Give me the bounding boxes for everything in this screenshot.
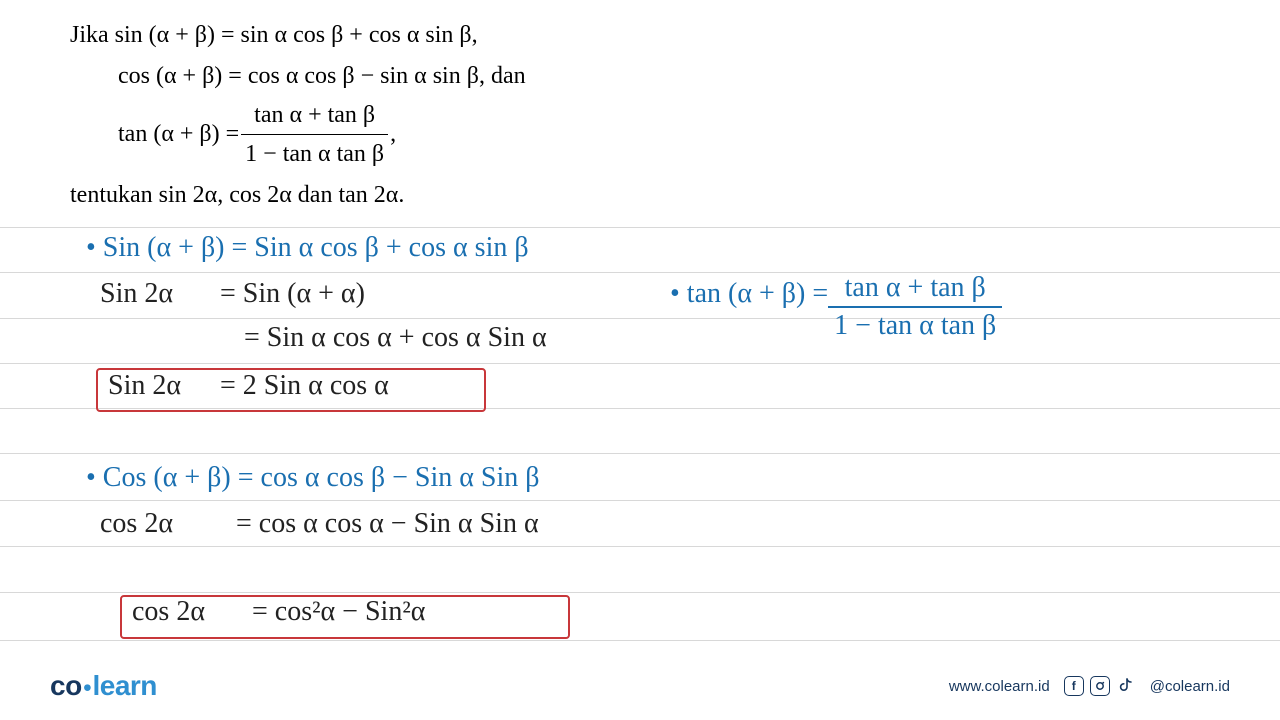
logo-learn: learn (92, 670, 156, 701)
result-box-sin (96, 368, 486, 412)
hand-sin-row1-left: Sin 2α (100, 278, 173, 310)
problem-line4: tentukan sin 2α, cos 2α dan tan 2α. (70, 178, 526, 213)
hand-tan-num: tan α + tan β (839, 272, 992, 306)
logo-co: co (50, 670, 82, 701)
hand-sin-row2: = Sin α cos α + cos α Sin α (244, 322, 547, 354)
social-icons: f (1064, 676, 1136, 696)
footer-url[interactable]: www.colearn.id (949, 678, 1050, 695)
result-box-cos (120, 595, 570, 639)
hand-tan-lhs: • tan (α + β) = (670, 272, 828, 310)
tan-numerator: tan α + tan β (250, 98, 379, 135)
facebook-icon[interactable]: f (1064, 676, 1084, 696)
logo-dot-icon: ● (82, 679, 93, 696)
problem-text: Jika sin (α + β) = sin α cos β + cos α s… (70, 18, 526, 213)
tan-comma: , (390, 117, 396, 152)
brand-logo: co●learn (50, 670, 157, 702)
problem-line2: cos (α + β) = cos α cos β − sin α sin β,… (70, 59, 526, 94)
hand-tan-block: • tan (α + β) = tan α + tan β 1 − tan α … (670, 272, 1002, 342)
problem-line1: Jika sin (α + β) = sin α cos β + cos α s… (70, 18, 526, 53)
tan-denominator: 1 − tan α tan β (241, 134, 388, 172)
hand-sin-header: • Sin (α + β) = Sin α cos β + cos α sin … (86, 232, 529, 264)
hand-tan-den: 1 − tan α tan β (828, 306, 1002, 342)
hand-sin-row1-right: = Sin (α + α) (220, 278, 365, 310)
hand-cos-row1-right: = cos α cos α − Sin α Sin α (236, 508, 539, 540)
hand-cos-row1-left: cos 2α (100, 508, 173, 540)
tiktok-icon[interactable] (1116, 676, 1136, 696)
footer-handle[interactable]: @colearn.id (1150, 678, 1230, 695)
instagram-icon[interactable] (1090, 676, 1110, 696)
tan-lhs: tan (α + β) = (118, 117, 239, 152)
hand-cos-header: • Cos (α + β) = cos α cos β − Sin α Sin … (86, 462, 540, 494)
tan-fraction: tan α + tan β 1 − tan α tan β (241, 98, 388, 173)
hand-tan-fraction: tan α + tan β 1 − tan α tan β (828, 272, 1002, 342)
footer: co●learn www.colearn.id f @colearn.id (0, 670, 1280, 702)
problem-line3: tan (α + β) = tan α + tan β 1 − tan α ta… (70, 98, 526, 173)
